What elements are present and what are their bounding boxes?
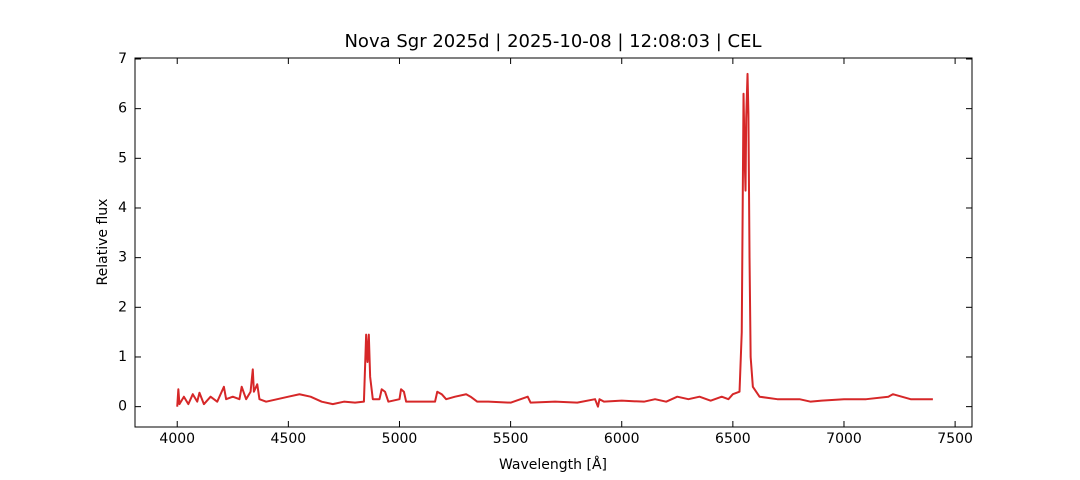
y-tick-label: 7 <box>118 51 127 67</box>
x-tick-label: 7500 <box>937 431 973 447</box>
x-tick-label: 6500 <box>715 431 751 447</box>
y-tick-label: 3 <box>118 250 127 266</box>
x-tick-label: 6000 <box>604 431 640 447</box>
y-tick-label: 5 <box>118 150 127 166</box>
x-tick-label: 7000 <box>826 431 862 447</box>
x-tick-label: 5000 <box>382 431 418 447</box>
y-tick-label: 1 <box>118 349 127 365</box>
x-axis-label: Wavelength [Å] <box>499 456 607 473</box>
y-tick-label: 6 <box>118 101 127 117</box>
y-tick-label: 0 <box>118 399 127 415</box>
x-tick-label: 5500 <box>493 431 529 447</box>
chart-title: Nova Sgr 2025d | 2025-10-08 | 12:08:03 |… <box>344 31 761 52</box>
x-tick-label: 4500 <box>271 431 307 447</box>
y-tick-label: 2 <box>118 299 127 315</box>
y-axis-label: Relative flux <box>95 199 111 286</box>
x-tick-label: 4000 <box>159 431 195 447</box>
plot-frame <box>134 57 973 428</box>
spectrum-line <box>176 72 933 408</box>
y-tick-label: 4 <box>118 200 127 216</box>
